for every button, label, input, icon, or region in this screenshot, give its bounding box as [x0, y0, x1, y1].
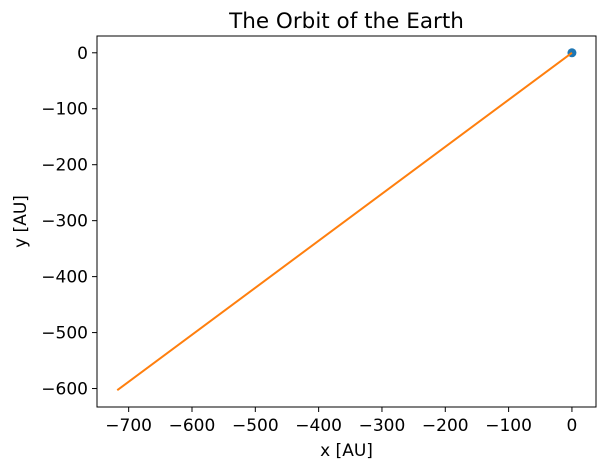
y-tick-label: 0: [77, 44, 88, 64]
x-axis: −700 −600 −500 −400 −300 −200 −100 0: [105, 407, 577, 436]
y-tick-label: −100: [41, 100, 88, 120]
y-tick-label: −600: [41, 380, 88, 400]
x-axis-label: x [AU]: [320, 441, 373, 461]
x-tick-label: −500: [232, 416, 279, 436]
x-tick-label: −100: [485, 416, 532, 436]
y-axis: 0 −100 −200 −300 −400 −500 −600: [41, 44, 97, 400]
axes-frame: [96, 35, 597, 408]
y-tick-label: −300: [41, 212, 88, 232]
x-tick-label: 0: [567, 416, 578, 436]
x-tick-label: −600: [169, 416, 216, 436]
y-tick-label: −400: [41, 268, 88, 288]
x-tick-label: −400: [295, 416, 342, 436]
x-tick-label: −300: [359, 416, 406, 436]
orbit-line: [116, 51, 573, 392]
x-tick-label: −700: [105, 416, 152, 436]
y-axis-label: y [AU]: [11, 195, 31, 248]
y-tick-label: −500: [41, 324, 88, 344]
y-tick-label: −200: [41, 156, 88, 176]
plot-area: [116, 48, 577, 392]
chart-title: The Orbit of the Earth: [228, 9, 464, 34]
x-tick-label: −200: [422, 416, 469, 436]
